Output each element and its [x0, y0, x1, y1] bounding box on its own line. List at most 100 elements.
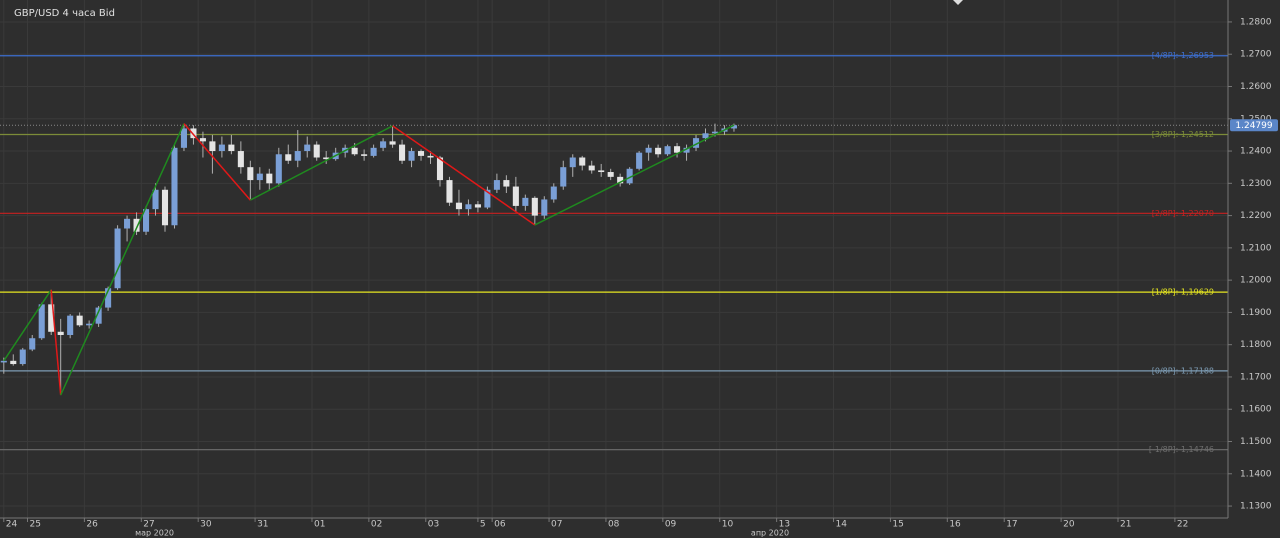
- month-label: мар 2020: [135, 529, 174, 538]
- candle-body: [152, 189, 159, 210]
- x-tick-label: 08: [608, 520, 620, 530]
- candle-body: [560, 167, 567, 187]
- candle-body: [133, 218, 140, 232]
- chart-title: GBP/USD 4 часа Bid: [14, 8, 115, 19]
- x-tick-label: 15: [892, 520, 903, 530]
- x-tick-label: 06: [494, 520, 506, 530]
- candle-body: [304, 144, 311, 152]
- candle-body: [484, 189, 491, 208]
- candle-body: [711, 131, 719, 134]
- candle-body: [29, 338, 36, 350]
- candle-body: [702, 133, 709, 139]
- candle-body: [408, 151, 415, 161]
- candle-body: [522, 197, 529, 206]
- x-tick-label: 25: [29, 520, 40, 530]
- candle-body: [105, 288, 112, 308]
- candle-body: [266, 173, 273, 184]
- candle-body: [247, 167, 254, 181]
- candle-body: [209, 141, 216, 152]
- candle-body: [57, 331, 64, 336]
- candle-body: [588, 165, 595, 171]
- y-tick-label: 1.1300: [1240, 502, 1272, 512]
- candle-body: [218, 144, 225, 152]
- x-tick-label: 10: [722, 520, 734, 530]
- candle-body: [95, 307, 102, 324]
- level-label: [4/8P]: 1,26953: [1152, 51, 1214, 60]
- x-tick-label: 01: [314, 520, 325, 530]
- candle-body: [190, 128, 197, 139]
- y-tick-label: 1.2700: [1240, 50, 1272, 60]
- level-label: [-1/8P]: 1,14746: [1149, 445, 1214, 454]
- candle-body: [674, 146, 681, 153]
- candle-body: [48, 304, 55, 332]
- candle-body: [598, 170, 605, 173]
- candle-body: [655, 147, 662, 155]
- candle-body: [142, 209, 150, 232]
- candle-body: [436, 157, 444, 181]
- x-tick-label: 14: [836, 520, 848, 530]
- candle-body: [313, 144, 320, 158]
- candle-body: [361, 154, 368, 156]
- y-tick-label: 1.1700: [1240, 372, 1272, 382]
- y-tick-label: 1.1500: [1240, 437, 1272, 447]
- candle-body: [455, 202, 462, 210]
- candle-body: [275, 154, 282, 184]
- y-tick-label: 1.2300: [1240, 179, 1272, 189]
- candle-body: [0, 360, 7, 363]
- candle-body: [474, 204, 481, 208]
- zigzag-segment: [183, 123, 251, 201]
- candle-body: [228, 144, 235, 152]
- candle-body: [19, 349, 26, 365]
- y-tick-label: 1.2600: [1240, 82, 1272, 92]
- candle-body: [427, 155, 434, 158]
- candle-body: [380, 141, 387, 148]
- y-tick-label: 1.2400: [1240, 147, 1272, 157]
- zigzag-segment: [392, 125, 536, 226]
- candle-body: [645, 147, 652, 153]
- x-tick-label: 17: [1006, 520, 1017, 530]
- x-tick-label: 27: [143, 520, 154, 530]
- candle-body: [67, 315, 74, 336]
- x-tick-label: 30: [200, 520, 212, 530]
- candle-body: [199, 138, 206, 142]
- zigzag-segment: [50, 289, 62, 396]
- x-tick-label: 20: [1063, 520, 1075, 530]
- x-tick-label: 24: [6, 520, 18, 530]
- candle-body: [237, 151, 244, 168]
- candle-body: [531, 197, 538, 216]
- candle-body: [86, 323, 93, 326]
- y-tick-label: 1.2000: [1240, 276, 1272, 286]
- candle-body: [256, 173, 263, 181]
- candle-body: [512, 186, 519, 206]
- candle-body: [161, 189, 169, 226]
- zigzag-segment: [249, 125, 393, 201]
- candle-body: [171, 147, 178, 226]
- y-tick-label: 1.1900: [1240, 308, 1272, 318]
- candle-body: [38, 304, 45, 339]
- candle-body: [10, 360, 17, 365]
- candle-body: [285, 154, 292, 161]
- candle-body: [399, 144, 406, 161]
- x-tick-label: 16: [949, 520, 961, 530]
- zigzag-segment: [534, 124, 735, 226]
- x-tick-label: 21: [1120, 520, 1131, 530]
- level-label: [0/8P]: 1,17188: [1152, 366, 1214, 375]
- candle-body: [180, 128, 187, 148]
- x-tick-label: 13: [779, 520, 790, 530]
- month-label: апр 2020: [751, 529, 789, 538]
- candle-body: [417, 151, 425, 156]
- y-tick-label: 1.2200: [1240, 211, 1272, 221]
- candle-body: [617, 176, 624, 184]
- candle-body: [446, 180, 453, 203]
- last-price-box: [1230, 119, 1278, 132]
- candle-body: [664, 146, 671, 155]
- x-tick-label: 09: [665, 520, 677, 530]
- candle-body: [579, 157, 586, 166]
- zigzag-segment: [3, 289, 52, 362]
- y-tick-label: 1.2800: [1240, 17, 1272, 27]
- level-label: [2/8P]: 1,22070: [1152, 209, 1214, 218]
- candle-body: [626, 168, 633, 184]
- last-price-label: 1.24799: [1235, 121, 1272, 131]
